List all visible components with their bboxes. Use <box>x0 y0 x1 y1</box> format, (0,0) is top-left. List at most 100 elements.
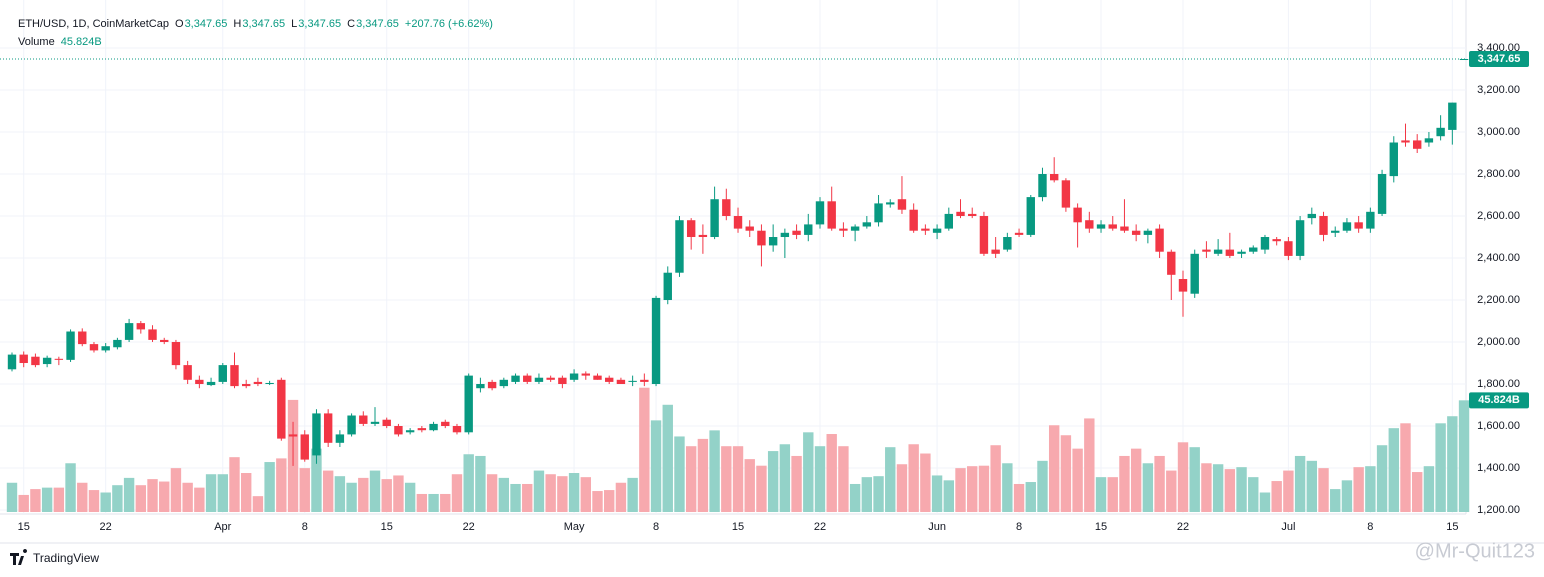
candle-body <box>804 224 813 235</box>
volume-bar <box>1048 425 1060 512</box>
x-tick-label: 8 <box>1367 521 1373 533</box>
volume-bar <box>369 470 381 512</box>
last-price-box <box>1469 51 1529 68</box>
candle-body <box>1202 249 1211 252</box>
candle-body <box>1307 213 1317 219</box>
candle-body <box>932 228 942 233</box>
candle-body <box>979 216 989 254</box>
low-key: L <box>291 18 297 30</box>
candle-body <box>487 381 497 389</box>
volume-bar <box>545 474 556 512</box>
volume-bar <box>18 494 29 512</box>
candle-body <box>1448 102 1457 130</box>
candle-body <box>183 365 192 380</box>
volume-bar <box>135 485 147 512</box>
candle-body <box>277 379 286 439</box>
volume-bar <box>147 479 158 512</box>
x-tick-label: 22 <box>463 521 475 533</box>
candle-body <box>1190 253 1199 294</box>
candle-body <box>605 377 614 382</box>
candle-body <box>675 220 684 273</box>
volume-bar <box>838 446 849 512</box>
candle-body <box>1049 174 1059 181</box>
candle-body <box>968 213 977 217</box>
candle-body <box>323 413 333 443</box>
volume-bar <box>604 490 615 512</box>
volume-bar <box>1013 483 1025 512</box>
open-value: 3,347.65 <box>185 18 228 30</box>
candle-body <box>405 430 415 433</box>
volume-bar <box>498 477 510 512</box>
y-tick-label: 2,400.00 <box>1477 252 1520 264</box>
volume-bar <box>264 462 275 512</box>
volume-bar <box>241 473 252 512</box>
candle-body <box>476 384 485 389</box>
close-value: 3,347.65 <box>356 18 399 30</box>
volume-bar <box>1060 435 1072 512</box>
candle-body <box>335 434 345 443</box>
volume-bar <box>463 454 474 512</box>
volume-bar <box>205 474 217 512</box>
volume-bar <box>252 496 264 512</box>
volume-bar <box>744 459 755 512</box>
close-key: C <box>347 18 355 30</box>
volume-bar <box>697 438 709 512</box>
volume-bar <box>1294 455 1306 512</box>
candle-body <box>1295 220 1305 256</box>
brand: TradingView <box>10 549 99 565</box>
candle-body <box>546 377 555 380</box>
candle-body <box>312 413 321 456</box>
candle-body <box>1366 211 1375 229</box>
volume-bar <box>100 492 111 512</box>
candle-body <box>7 354 17 370</box>
candle-body <box>780 232 790 238</box>
candle-body <box>1143 230 1153 235</box>
volume-bar <box>1002 463 1013 512</box>
y-tick-label: 2,800.00 <box>1477 168 1520 180</box>
volume-bar <box>732 446 744 512</box>
candle-layer <box>7 59 1469 466</box>
volume-bar <box>1388 428 1399 512</box>
volume-bar <box>393 475 404 512</box>
candle-body <box>1155 228 1164 252</box>
volume-bar <box>112 485 123 512</box>
volume-bar <box>967 466 978 512</box>
volume-bar <box>568 473 580 512</box>
candle-body <box>1085 220 1094 229</box>
volume-bar <box>1447 416 1458 512</box>
volume-bar <box>1166 470 1177 512</box>
y-tick-label: 2,200.00 <box>1477 294 1520 306</box>
volume-bar <box>486 474 498 512</box>
volume-bar <box>791 455 802 512</box>
volume-bar <box>756 465 767 512</box>
volume-bar <box>650 420 662 512</box>
volume-bar <box>767 451 779 512</box>
candle-body <box>1319 216 1328 235</box>
candle-body <box>1284 241 1293 256</box>
candle-body <box>511 375 520 382</box>
candle-body <box>124 323 134 340</box>
volume-bar <box>779 444 791 512</box>
candle-body <box>464 375 473 433</box>
candle-body <box>54 358 64 360</box>
candle-body <box>1061 180 1071 208</box>
candle-body <box>886 202 895 205</box>
x-tick-label: May <box>564 521 585 533</box>
volume-bar <box>1189 447 1200 512</box>
open-key: O <box>175 18 184 30</box>
x-tick-label: 22 <box>814 521 826 533</box>
volume-bar <box>440 493 451 512</box>
volume-bar <box>1130 448 1142 512</box>
volume-bar <box>170 468 182 512</box>
candle-body <box>1249 247 1258 252</box>
candle-body <box>1354 222 1363 229</box>
brand-logo <box>10 549 28 565</box>
candle-body <box>1342 222 1352 231</box>
volume-bar <box>592 491 603 512</box>
volume-bar <box>849 483 861 512</box>
volume-bar <box>194 487 205 512</box>
axis-layer: 1,200.00 1,400.00 1,600.00 1,800.00 2,000.00… <box>0 42 1529 533</box>
candle-body <box>382 419 391 427</box>
volume-bar <box>1201 463 1212 512</box>
